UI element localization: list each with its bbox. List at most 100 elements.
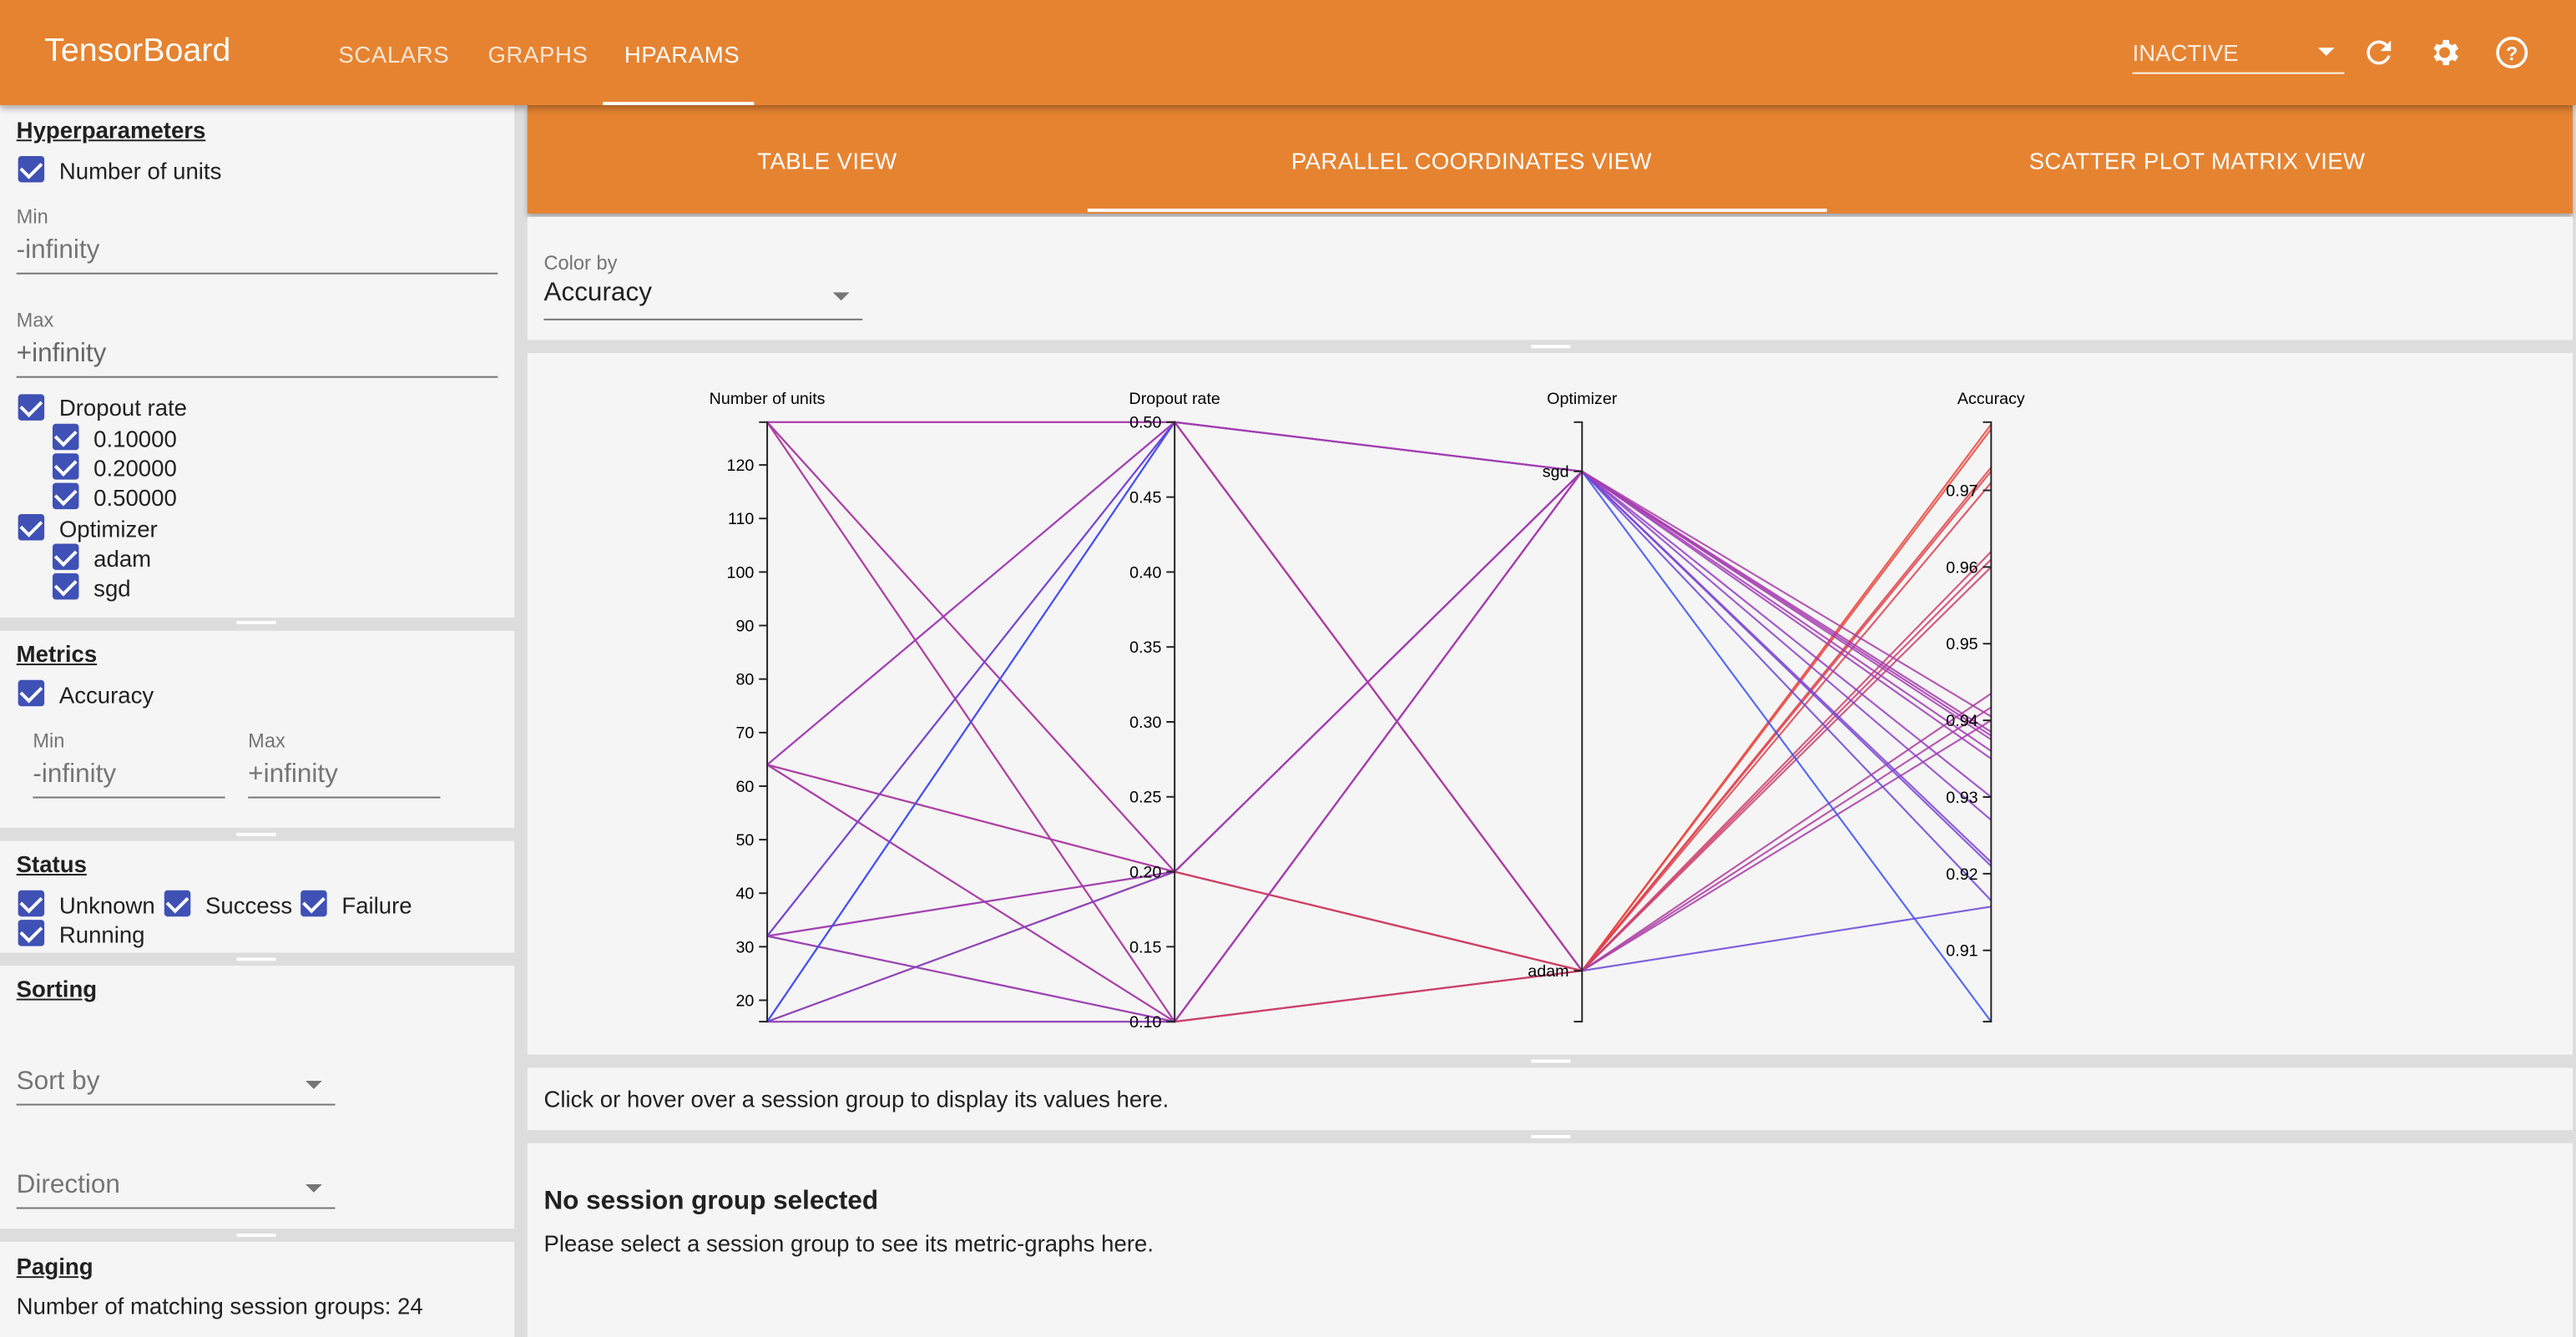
units-min-label: Min xyxy=(16,205,48,229)
resize-handle[interactable] xyxy=(236,1234,276,1237)
run-selector-value: INACTIVE xyxy=(2132,39,2239,66)
tick-label: 0.35 xyxy=(1129,638,1161,657)
optimizer-checkbox[interactable] xyxy=(18,514,45,541)
status-failure-checkbox[interactable] xyxy=(301,890,327,917)
active-tab-indicator xyxy=(603,102,755,105)
tick-label: sgd xyxy=(1543,463,1569,482)
resize-handle[interactable] xyxy=(1531,345,1571,349)
tick-label: 70 xyxy=(735,724,754,743)
run-selector-dropdown[interactable]: INACTIVE xyxy=(2132,39,2345,74)
tick-label: 0.10 xyxy=(1129,1013,1161,1032)
status-success-checkbox[interactable] xyxy=(164,890,191,917)
session-group-line[interactable] xyxy=(767,423,1993,1023)
optimizer-adam-checkbox[interactable] xyxy=(52,543,79,570)
sort-by-placeholder: Sort by xyxy=(16,1067,100,1096)
dropout-0.2-checkbox[interactable] xyxy=(52,453,79,480)
session-group-line[interactable] xyxy=(766,421,1993,1022)
resize-handle[interactable] xyxy=(236,832,276,836)
chevron-down-icon xyxy=(2317,48,2335,56)
tab-scalars[interactable]: SCALARS xyxy=(338,41,450,68)
units-max-input[interactable]: +infinity xyxy=(16,340,498,378)
sorting-heading: Sorting xyxy=(16,976,98,1002)
units-min-input[interactable]: -infinity xyxy=(16,236,498,275)
accuracy-max-input[interactable]: +infinity xyxy=(248,760,441,799)
session-group-line[interactable] xyxy=(766,551,1993,1023)
dropout-0.1-checkbox[interactable] xyxy=(52,423,79,451)
axis-title[interactable]: Accuracy xyxy=(1957,390,2025,408)
accuracy-min-input[interactable]: -infinity xyxy=(33,760,225,799)
color-by-dropdown[interactable]: Accuracy xyxy=(543,280,863,320)
dropout-checkbox[interactable] xyxy=(18,394,45,421)
tick-label: 0.96 xyxy=(1946,558,1977,577)
axis-title[interactable]: Dropout rate xyxy=(1129,390,1220,408)
session-group-line[interactable] xyxy=(766,421,1992,766)
dropout-0.5-label: 0.50000 xyxy=(93,484,177,512)
tab-table-view[interactable]: TABLE VIEW xyxy=(757,148,897,174)
axis-title[interactable]: Optimizer xyxy=(1547,390,1618,408)
chevron-down-icon xyxy=(832,292,850,301)
status-unknown-checkbox[interactable] xyxy=(18,890,45,917)
tick-label: 0.93 xyxy=(1946,789,1977,807)
status-section: Status Unknown Success Failure Running xyxy=(0,840,515,953)
resize-handle[interactable] xyxy=(236,620,276,624)
direction-dropdown[interactable]: Direction xyxy=(16,1171,336,1209)
tick-label: 0.30 xyxy=(1129,714,1161,732)
session-group-line[interactable] xyxy=(766,428,1993,1023)
session-group-line[interactable] xyxy=(766,470,1993,972)
hover-info-panel: Click or hover over a session group to d… xyxy=(527,1067,2573,1131)
sorting-section: Sorting Sort by Direction xyxy=(0,966,515,1229)
optimizer-sgd-label: sgd xyxy=(93,574,131,602)
status-running-checkbox[interactable] xyxy=(18,920,45,946)
session-group-line[interactable] xyxy=(766,421,1993,937)
status-heading: Status xyxy=(16,850,87,877)
resize-handle[interactable] xyxy=(1531,1059,1571,1063)
sort-by-dropdown[interactable]: Sort by xyxy=(16,1067,336,1106)
tick-label: 50 xyxy=(735,831,754,850)
selection-message: Please select a session group to see its… xyxy=(543,1230,1154,1257)
tick-label: 0.94 xyxy=(1946,712,1977,730)
resize-handle[interactable] xyxy=(236,957,276,961)
session-group-line[interactable] xyxy=(766,482,1993,972)
session-group-line[interactable] xyxy=(766,421,1992,874)
sidebar: Hyperparameters Number of units Min -inf… xyxy=(0,104,515,1337)
active-view-indicator xyxy=(1087,208,1827,212)
optimizer-adam-label: adam xyxy=(93,545,152,572)
help-icon[interactable]: ? xyxy=(2494,34,2530,70)
accuracy-checkbox[interactable] xyxy=(18,679,45,707)
direction-placeholder: Direction xyxy=(16,1171,120,1199)
session-group-line[interactable] xyxy=(766,421,1992,1024)
units-checkbox[interactable] xyxy=(18,155,45,183)
session-group-line[interactable] xyxy=(766,420,1992,1022)
axis-title[interactable]: Number of units xyxy=(710,390,826,408)
resize-handle[interactable] xyxy=(1531,1134,1571,1138)
tick-label: 0.15 xyxy=(1129,938,1161,956)
tab-graphs[interactable]: GRAPHS xyxy=(487,41,588,68)
tick-label: 30 xyxy=(735,938,754,956)
paging-heading: Paging xyxy=(16,1253,93,1280)
tick-label: 0.40 xyxy=(1129,563,1161,582)
settings-gear-icon[interactable] xyxy=(2427,34,2462,70)
refresh-icon[interactable] xyxy=(2361,34,2397,70)
svg-text:?: ? xyxy=(2506,43,2518,64)
tick-label: 0.97 xyxy=(1946,482,1977,500)
tab-hparams[interactable]: HPARAMS xyxy=(624,41,740,68)
selection-title: No session group selected xyxy=(543,1187,879,1216)
main-content: TABLE VIEW PARALLEL COORDINATES VIEW SCA… xyxy=(527,104,2576,1337)
tick-label: adam xyxy=(1528,962,1568,981)
session-group-line[interactable] xyxy=(767,421,1992,733)
axis-number-of-units: Number of units 20 30 40 50 60 70 80 90 100 110 120 xyxy=(710,390,826,1023)
session-group-line[interactable] xyxy=(766,421,1993,1023)
optimizer-sgd-checkbox[interactable] xyxy=(52,573,79,600)
parallel-coordinates-chart[interactable]: Number of units 20 30 40 50 60 70 80 90 100 110 120… xyxy=(528,353,2573,1054)
tick-label: 0.25 xyxy=(1129,789,1161,807)
dropout-0.5-checkbox[interactable] xyxy=(52,482,79,510)
tick-label: 60 xyxy=(735,778,754,796)
matching-session-count: Number of matching session groups: 24 xyxy=(16,1292,423,1319)
accuracy-label: Accuracy xyxy=(58,681,154,709)
status-running-label: Running xyxy=(58,921,145,948)
tab-parallel-coordinates-view[interactable]: PARALLEL COORDINATES VIEW xyxy=(1291,148,1652,174)
tab-scatter-plot-matrix-view[interactable]: SCATTER PLOT MATRIX VIEW xyxy=(2028,148,2366,174)
tick-label: 0.20 xyxy=(1129,863,1161,881)
optimizer-label: Optimizer xyxy=(58,515,158,542)
